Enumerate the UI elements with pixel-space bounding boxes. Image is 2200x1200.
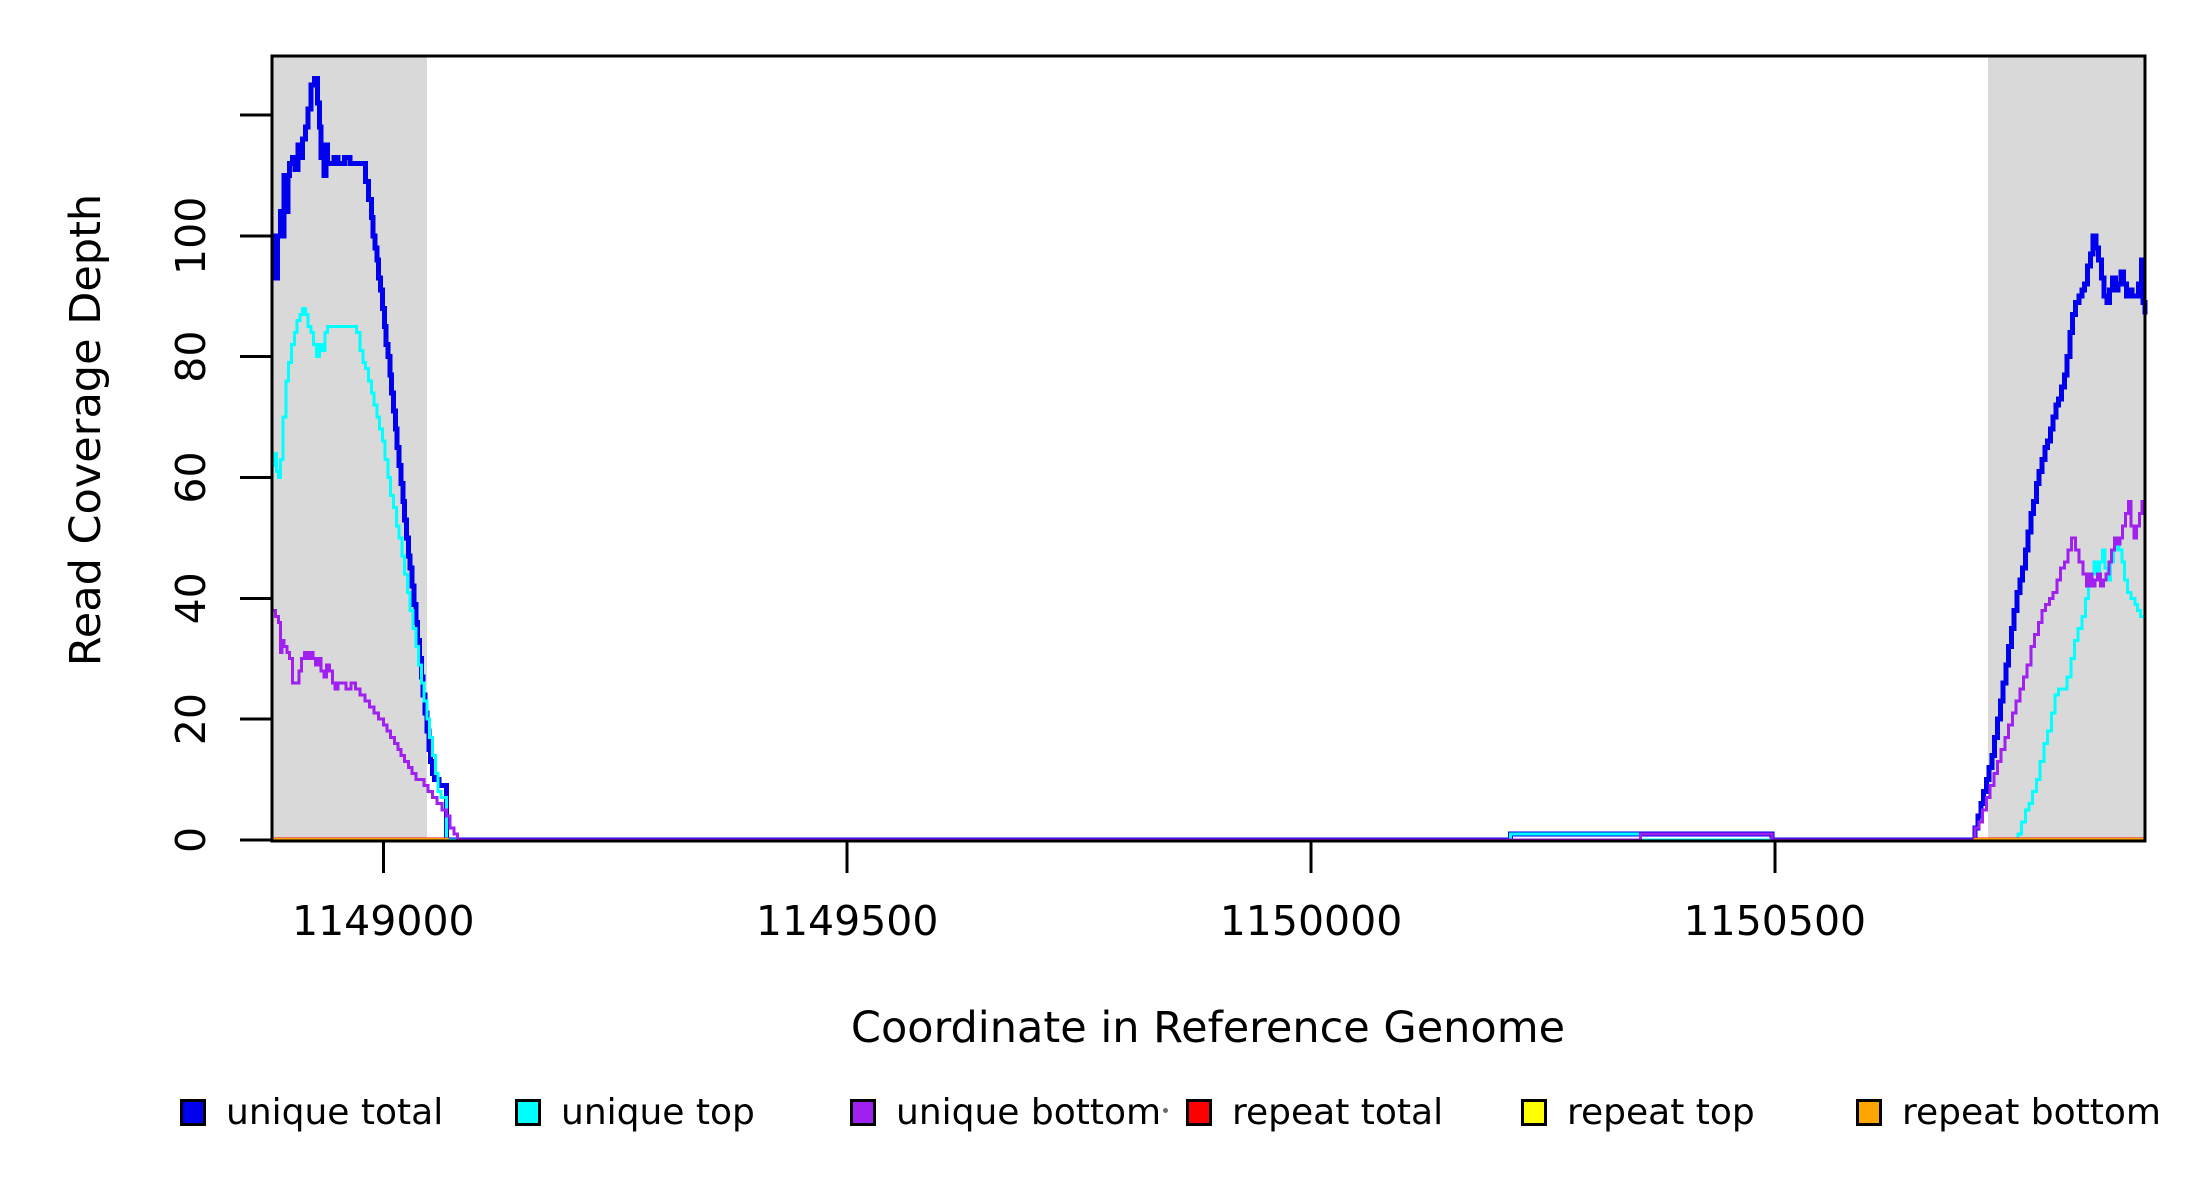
legend-item-repeat-bottom: repeat bottom — [1856, 1091, 2161, 1133]
legend-swatch-repeat-total — [1186, 1098, 1212, 1126]
legend-label: repeat bottom — [1902, 1091, 2161, 1133]
series-unique-total — [272, 76, 2148, 843]
series-unique-top — [272, 306, 2145, 842]
y-tick-label: 80 — [167, 331, 215, 383]
y-tick-label: 20 — [167, 693, 215, 745]
legend-item-unique-top: unique top — [515, 1091, 755, 1133]
stray-dot — [1163, 1108, 1168, 1113]
legend-label: repeat top — [1567, 1091, 1755, 1133]
y-axis-title: Read Coverage Depth — [61, 194, 111, 666]
series-unique-bottom — [272, 500, 2147, 842]
y-tick-label: 100 — [167, 197, 215, 275]
legend-swatch-unique-top — [515, 1098, 541, 1126]
legend-swatch-repeat-bottom — [1856, 1098, 1882, 1126]
legend-item-repeat-total: repeat total — [1186, 1091, 1444, 1133]
coverage-plot: 1149000 1149500 1150000 1150500 0 20 40 60 80 100… — [61, 54, 2148, 1053]
chart-layer: 1149000 1149500 1150000 1150500 0 20 40 60 80 100 — [167, 54, 2148, 945]
legend-label: unique top — [561, 1091, 755, 1133]
x-tick-label: 1150000 — [1220, 897, 1403, 945]
legend-label: unique bottom — [896, 1091, 1162, 1133]
x-tick-label: 1150500 — [1684, 897, 1867, 945]
x-axis-title: Coordinate in Reference Genome — [851, 1003, 1565, 1053]
y-tick-label: 60 — [167, 451, 215, 503]
legend-label: repeat total — [1232, 1091, 1444, 1133]
legend-label: unique total — [226, 1091, 444, 1133]
x-tick-label: 1149000 — [292, 897, 475, 945]
legend-swatch-repeat-top — [1521, 1098, 1547, 1126]
repeat-band-left — [272, 56, 427, 841]
plot-box — [270, 54, 2147, 843]
legend-item-repeat-top: repeat top — [1521, 1091, 1755, 1133]
y-tick-label: 40 — [167, 572, 215, 624]
legend-item-unique-bottom: unique bottom — [850, 1091, 1162, 1133]
legend-swatch-unique-bottom — [850, 1098, 876, 1126]
repeat-band-right — [1988, 56, 2145, 841]
legend-item-unique-total: unique total — [180, 1091, 444, 1133]
x-tick-label: 1149500 — [756, 897, 939, 945]
legend-swatch-unique-total — [180, 1098, 206, 1126]
chart-legend: unique total unique top unique bottom repea… — [0, 1092, 2200, 1140]
y-tick-label: 0 — [167, 827, 215, 853]
